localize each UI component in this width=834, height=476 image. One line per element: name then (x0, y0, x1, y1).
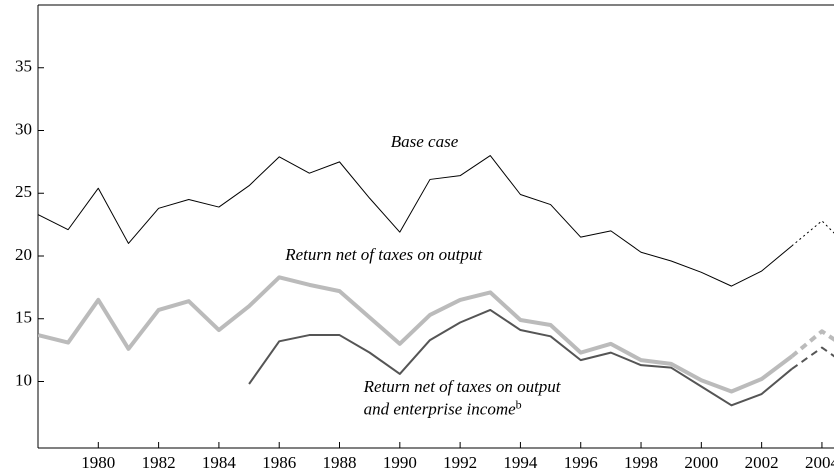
annotation-text: Return net of taxes on output (284, 245, 483, 264)
x-tick-label: 1998 (624, 453, 658, 472)
x-tick-label: 1994 (503, 453, 538, 472)
y-tick-label: 15 (15, 308, 32, 327)
x-tick-label: 1982 (142, 453, 176, 472)
plot-area (38, 155, 834, 407)
y-tick-label: 10 (15, 370, 32, 389)
x-tick-label: 1980 (81, 453, 115, 472)
annotation-text: Base case (391, 132, 459, 151)
annotation: Return net of taxes on output (284, 245, 483, 264)
x-tick-label: 1986 (262, 453, 296, 472)
y-tick-label: 30 (15, 119, 32, 138)
series-projection (790, 329, 834, 358)
x-tick-label: 1996 (564, 453, 598, 472)
x-tick-label: 1984 (202, 453, 237, 472)
annotation-text: Return net of taxes on output (363, 377, 562, 396)
series-line (38, 275, 793, 394)
series-projection (791, 346, 834, 370)
annotation: Base case (391, 132, 459, 151)
annotation-text: and enterprise income (364, 399, 516, 418)
annotation: and enterprise incomeb (364, 397, 522, 418)
x-tick-label: 1992 (443, 453, 477, 472)
annotation-superscript: b (516, 397, 522, 411)
series-line (38, 155, 793, 287)
x-tick-label: 1988 (323, 453, 357, 472)
annotation: Return net of taxes on output (363, 377, 562, 396)
y-tick-label: 20 (15, 245, 32, 264)
series-line (248, 308, 793, 407)
x-tick-label: 2002 (745, 453, 779, 472)
y-tick-label: 35 (15, 57, 32, 76)
series-projection (791, 220, 834, 247)
x-tick-label: 1990 (383, 453, 417, 472)
y-tick-label: 25 (15, 182, 32, 201)
x-tick-label: 2004 (805, 453, 834, 472)
x-tick-label: 2000 (684, 453, 718, 472)
